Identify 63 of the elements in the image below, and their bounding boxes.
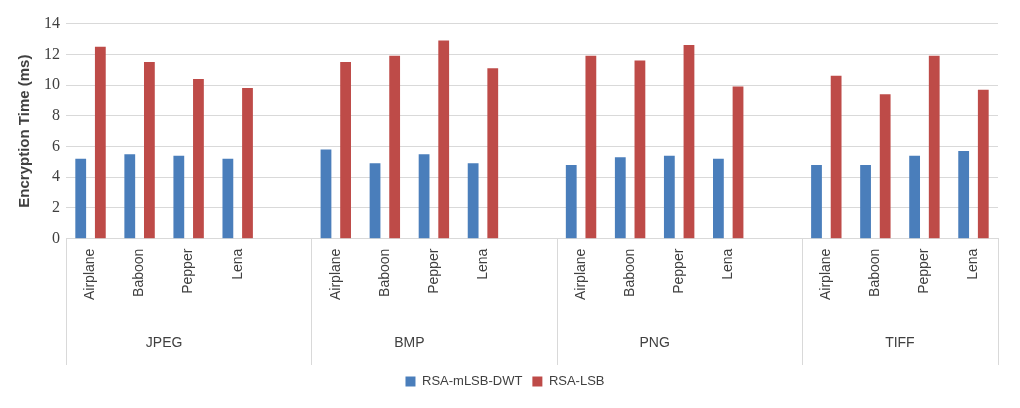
bar [438,40,450,239]
x-tick-label: Baboon [866,248,883,297]
x-tick-label: Lena [228,248,245,280]
y-tick-label: 2 [52,198,60,216]
x-tick-label: Pepper [424,248,441,294]
bar [830,75,842,239]
y-tick-label: 14 [44,13,60,31]
y-tick-label: 12 [44,44,60,62]
y-tick-label: 0 [52,228,60,246]
y-axis-title: Encryption Time (ms) [15,54,33,208]
legend-label: RSA-LSB [548,373,605,389]
bar [143,62,155,239]
x-tick-label: Baboon [620,248,637,297]
x-tick-label: Lena [719,248,736,280]
bar [124,154,136,239]
bar [732,86,744,239]
bar [909,155,921,239]
bar [75,158,87,239]
bar [663,155,675,239]
bar [222,158,234,239]
x-tick-label: Pepper [179,248,196,294]
bar [958,151,970,239]
bar [369,163,381,239]
bar [487,68,499,239]
bar [565,164,577,239]
bar [242,88,253,239]
bar [418,154,430,239]
bar [340,62,351,239]
x-tick-label: Airplane [571,248,588,301]
x-tick-label: Airplane [81,248,98,301]
x-tick-label: Airplane [326,248,343,301]
bar [977,89,989,239]
x-tick-label: Pepper [670,248,687,294]
bar [683,45,695,239]
bar [94,46,106,239]
legend-label: RSA-mLSB-DWT [421,373,523,389]
text: PNG [639,333,670,350]
text: BMP [394,333,425,350]
bar [320,149,332,239]
bar [928,55,940,239]
x-tick-label: Airplane [817,248,834,301]
bar [811,164,822,239]
x-tick-label: Lena [473,248,490,280]
bar [173,155,185,239]
x-tick-label: Baboon [375,248,392,297]
x-tick-label: Lena [964,248,981,280]
bar [614,157,626,239]
bar [193,78,204,239]
y-tick-label: 4 [52,167,60,185]
bar [585,55,597,239]
bar [713,158,724,239]
y-tick-label: 6 [52,136,60,154]
bar [879,94,891,239]
x-tick-label: Pepper [915,248,932,294]
y-tick-label: 8 [52,105,60,123]
bar [389,55,401,239]
bar [860,164,871,239]
y-tick-label: 10 [44,75,60,93]
text: TIFF [885,333,915,350]
text: JPEG [145,333,183,350]
bar [467,163,479,239]
bar [634,60,646,239]
x-tick-label: Baboon [130,248,147,297]
